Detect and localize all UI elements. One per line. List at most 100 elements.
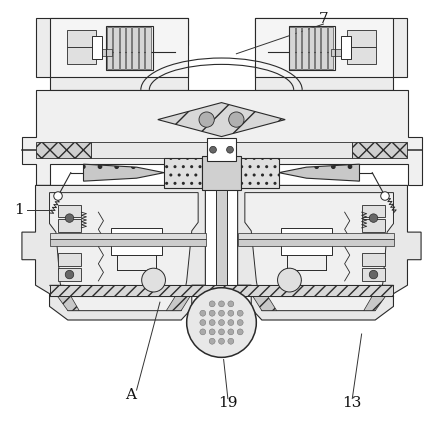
Polygon shape [251, 294, 277, 311]
Bar [289, 27, 295, 69]
Bar [50, 285, 393, 296]
Bar [58, 204, 82, 217]
Polygon shape [237, 185, 421, 320]
Circle shape [210, 147, 216, 153]
Circle shape [54, 192, 62, 200]
Bar [206, 138, 237, 161]
Circle shape [200, 320, 206, 325]
Bar [66, 30, 96, 47]
Circle shape [278, 268, 301, 292]
Polygon shape [166, 294, 192, 311]
Polygon shape [364, 285, 393, 311]
Circle shape [228, 310, 234, 316]
Polygon shape [22, 90, 422, 185]
Bar [361, 204, 385, 217]
Bar [237, 239, 394, 246]
Circle shape [237, 320, 243, 325]
Circle shape [209, 320, 215, 325]
Circle shape [381, 192, 389, 200]
Circle shape [369, 214, 378, 222]
Bar [50, 239, 206, 246]
Bar [308, 27, 314, 69]
Bar [111, 228, 162, 256]
Bar [321, 27, 327, 69]
Circle shape [142, 268, 165, 292]
Text: 7: 7 [319, 12, 328, 26]
Circle shape [187, 288, 256, 357]
Bar [347, 30, 377, 47]
Text: 13: 13 [342, 396, 362, 410]
Bar [58, 268, 82, 281]
Text: 19: 19 [218, 396, 237, 410]
Circle shape [209, 329, 215, 335]
Bar [361, 219, 385, 232]
Bar [341, 36, 350, 59]
Circle shape [228, 301, 234, 307]
Polygon shape [245, 193, 393, 311]
Bar [352, 142, 408, 158]
Text: A: A [125, 388, 136, 402]
Bar [102, 49, 113, 56]
Bar [302, 27, 308, 69]
Circle shape [209, 310, 215, 316]
Circle shape [209, 301, 215, 307]
Bar [330, 49, 341, 56]
Circle shape [218, 320, 225, 325]
Circle shape [218, 301, 225, 307]
Circle shape [218, 329, 225, 335]
Bar [93, 36, 102, 59]
Bar [107, 27, 113, 69]
Bar [328, 27, 333, 69]
Bar [132, 27, 138, 69]
Circle shape [218, 338, 225, 344]
Bar [361, 253, 385, 266]
Bar [347, 47, 377, 64]
Circle shape [209, 338, 215, 344]
Polygon shape [83, 164, 164, 181]
Bar [237, 233, 394, 239]
Bar [315, 27, 320, 69]
Circle shape [229, 112, 244, 127]
Circle shape [369, 271, 378, 279]
Circle shape [237, 329, 243, 335]
Bar [35, 142, 91, 158]
Bar [288, 26, 335, 70]
Bar [58, 219, 82, 232]
Circle shape [199, 112, 214, 127]
Bar [241, 158, 279, 187]
Circle shape [228, 329, 234, 335]
Circle shape [200, 329, 206, 335]
Circle shape [227, 147, 233, 153]
Bar [164, 158, 202, 187]
Bar [66, 47, 96, 64]
Bar [113, 27, 119, 69]
Bar [139, 27, 144, 69]
Circle shape [200, 310, 206, 316]
Bar [281, 228, 332, 256]
Bar [296, 27, 301, 69]
Circle shape [65, 214, 74, 222]
Circle shape [228, 320, 234, 325]
Bar [126, 27, 132, 69]
Polygon shape [158, 103, 285, 137]
Bar [50, 233, 206, 239]
Polygon shape [256, 17, 408, 90]
Polygon shape [279, 164, 360, 181]
Bar [202, 155, 241, 190]
Polygon shape [35, 17, 187, 90]
Bar [106, 26, 153, 70]
Bar [256, 17, 393, 77]
Text: 1: 1 [14, 203, 23, 216]
Bar [216, 190, 227, 294]
Circle shape [218, 310, 225, 316]
Circle shape [65, 271, 74, 279]
Bar [120, 27, 125, 69]
Polygon shape [50, 285, 79, 311]
Polygon shape [50, 193, 198, 311]
Circle shape [237, 310, 243, 316]
Bar [58, 253, 82, 266]
Bar [361, 268, 385, 281]
Polygon shape [22, 185, 206, 320]
Bar [91, 142, 352, 158]
Circle shape [228, 338, 234, 344]
